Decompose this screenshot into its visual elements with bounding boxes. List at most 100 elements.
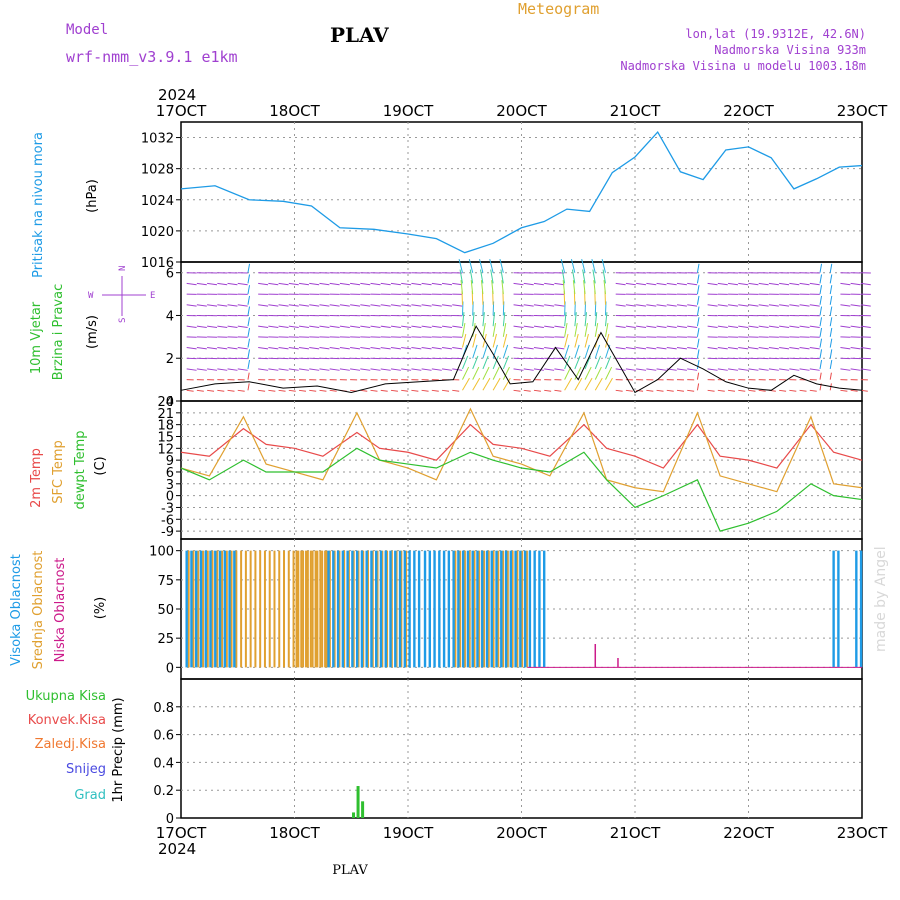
wind-vector (860, 368, 871, 371)
wind-vector (268, 304, 279, 307)
wind-vector (584, 333, 589, 348)
wind-vector (472, 333, 477, 348)
wind-vector (247, 359, 251, 370)
wind-vector (666, 282, 677, 286)
wind-vector (458, 258, 463, 273)
wind-vector (247, 285, 251, 295)
wind-vector (462, 355, 469, 370)
wind-vector (339, 282, 350, 286)
product-title: Meteogram (518, 0, 599, 18)
wind-vector (850, 282, 861, 286)
wind-vector (502, 333, 508, 348)
wind-vector (441, 368, 453, 371)
wind-vector (186, 347, 197, 350)
wind-vector (799, 325, 810, 329)
wind-vector (431, 389, 439, 392)
wind-vector (561, 269, 566, 284)
wind-vector (401, 304, 412, 307)
wind-vector (482, 355, 489, 370)
wind-vector (401, 282, 412, 286)
wind-vector (278, 389, 286, 392)
wind-vector (544, 368, 555, 371)
wind-vector (329, 347, 340, 350)
wind-vector (696, 327, 700, 337)
wind-vector (480, 280, 484, 295)
wind-vector (728, 325, 739, 329)
wind-vector (258, 325, 269, 329)
wind-vector (380, 304, 391, 307)
wind-vector (452, 304, 463, 307)
wind-vector (584, 366, 592, 380)
wind-vector (615, 282, 626, 286)
wind-vector (298, 304, 310, 307)
wind-unit: (m/s) (85, 315, 100, 349)
y-tick-label: 100 (149, 545, 174, 560)
wind-vector (809, 325, 820, 329)
wind-vector (574, 355, 581, 370)
wind-vector (288, 282, 299, 286)
wind-vector (850, 304, 861, 307)
wind-vector (625, 304, 636, 307)
wind-vector (666, 325, 677, 329)
wind-vector (819, 317, 823, 327)
wind-vector (258, 389, 266, 392)
wind-vector (186, 389, 194, 392)
wind-vector (360, 347, 371, 350)
wind-vector (217, 304, 228, 307)
wind-vector (278, 304, 289, 307)
wind-vector (646, 282, 657, 286)
y-tick-label: 4 (166, 309, 174, 324)
y-tick-label: -9 (161, 525, 174, 540)
wind-vector (819, 274, 823, 284)
wind-vector (268, 389, 276, 392)
wind-vector (758, 325, 769, 329)
precip-bar (361, 801, 365, 818)
y-tick-label: 50 (157, 603, 174, 618)
wind-vector (829, 263, 833, 273)
wind-vector (829, 317, 833, 327)
wind-vector (492, 355, 499, 370)
compass-n: N (118, 266, 128, 271)
wind-vector (441, 347, 453, 350)
panel-frame (180, 678, 863, 819)
y-tick-label: 0 (166, 395, 174, 410)
wind-vector (554, 368, 565, 371)
wind-vector (462, 366, 470, 380)
y-tick-label: 9 (166, 454, 174, 469)
wind-vector (431, 304, 442, 307)
wind-vector (829, 372, 832, 380)
wind-vector (247, 263, 251, 273)
y-tick-label: 0.6 (153, 729, 174, 744)
wind-vector (656, 282, 667, 286)
wind-vector (604, 312, 608, 327)
wind-vector (298, 389, 307, 392)
wind-vector (421, 347, 432, 350)
wind-panel: 0 2 4 6 (166, 258, 871, 410)
wind-vector (615, 325, 626, 329)
wind-vector (390, 325, 401, 329)
wind-vector (227, 325, 238, 329)
wind-vector (696, 383, 700, 391)
wind-vector (533, 304, 544, 307)
y-tick-label: 1032 (141, 132, 174, 147)
wind-vector (288, 368, 299, 371)
wind-vector (574, 344, 580, 359)
precip-bar (352, 812, 356, 818)
wind-vector (502, 312, 506, 327)
wind-vector (696, 263, 700, 273)
wind-vector (421, 282, 432, 286)
wind-vector (370, 347, 381, 350)
wind-vector (819, 359, 823, 370)
wind-vector (564, 377, 573, 391)
wind-vector (564, 333, 569, 348)
wind-vector (829, 359, 833, 370)
wind-vector (819, 306, 823, 316)
wind-vector (840, 304, 851, 307)
wind-vector (309, 282, 320, 286)
precip-snow-label: Snijeg (66, 762, 106, 777)
wind-vector (350, 325, 361, 329)
wind-vector (523, 389, 531, 392)
wind-vector (544, 282, 555, 286)
y-tick-label: 15 (157, 430, 174, 445)
